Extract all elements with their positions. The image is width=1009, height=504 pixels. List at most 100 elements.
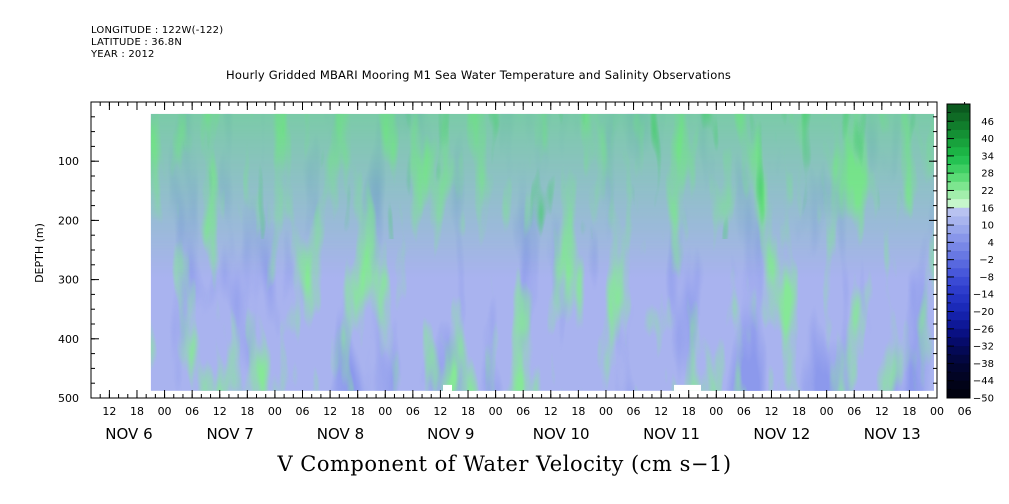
axes-layer: 12 18 00 06 12 18 00 06 12 18 00 06 12 18 00 06 12 18 00 06…	[33, 101, 972, 443]
y-tick-label: 400	[58, 333, 79, 346]
x-day-label: NOV 8	[317, 425, 364, 443]
x-tick-label: 06	[406, 405, 420, 418]
x-tick-label: 18	[902, 405, 916, 418]
x-tick-label: 12	[544, 405, 558, 418]
colorbar-label: −20	[973, 307, 994, 318]
colorbar-swatch	[947, 129, 970, 140]
colorbar-swatch	[947, 121, 970, 131]
x-day-label: NOV 7	[206, 425, 253, 443]
x-day-label: NOV 6	[105, 425, 152, 443]
colorbar-label: 34	[981, 151, 994, 162]
x-tick-label: 00	[378, 405, 392, 418]
colorbar-swatch	[947, 164, 970, 174]
x-tick-label: 00	[158, 405, 172, 418]
x-tick-label: 06	[958, 405, 972, 418]
x-tick-label: 18	[240, 405, 254, 418]
colorbar-swatch	[947, 199, 970, 209]
x-day-label: NOV 9	[427, 425, 474, 443]
x-tick-label: 12	[764, 405, 778, 418]
colorbar-swatch	[947, 155, 970, 166]
x-tick-label: 00	[709, 405, 723, 418]
colorbar-label: 28	[981, 169, 994, 180]
colorbar-label: 22	[981, 186, 994, 197]
x-tick-label: 18	[130, 405, 144, 418]
colorbar-swatch	[947, 104, 970, 114]
x-tick-label: 18	[792, 405, 806, 418]
colorbar-swatch	[947, 259, 970, 269]
x-tick-label: 06	[847, 405, 861, 418]
x-tick-label: 00	[930, 405, 944, 418]
colorbar-swatch	[947, 328, 970, 338]
colorbar-swatch	[947, 285, 970, 295]
colorbar: 46 40 34 28 22 16 10 4 −2 −8 −14 −20 −26 −32 −38 −44 −50	[946, 103, 994, 405]
colorbar-swatch	[947, 251, 970, 261]
colorbar-label: −2	[979, 255, 994, 266]
y-tick-label: 500	[58, 392, 79, 405]
colorbar-swatch	[947, 380, 970, 390]
longitude-label: LONGITUDE : 122W(-122)	[91, 25, 224, 36]
colorbar-swatch	[947, 207, 970, 217]
colorbar-swatch	[947, 233, 970, 243]
x-tick-label: 12	[433, 405, 447, 418]
colorbar-label: −50	[973, 394, 994, 405]
colorbar-swatch	[947, 147, 970, 157]
heatmap-layer	[150, 113, 935, 391]
colorbar-label: 46	[981, 117, 994, 128]
chart-title: Hourly Gridded MBARI Mooring M1 Sea Wate…	[226, 68, 732, 82]
colorbar-swatch	[947, 337, 970, 347]
x-tick-label: 06	[516, 405, 530, 418]
colorbar-swatch	[947, 138, 970, 148]
y-tick-label: 200	[58, 214, 79, 227]
latitude-label: LATITUDE : 36.8N	[91, 37, 183, 48]
colorbar-label: 10	[981, 221, 994, 232]
colorbar-swatch	[947, 190, 970, 200]
colorbar-swatch	[947, 216, 970, 226]
y-tick-label: 100	[58, 155, 79, 168]
x-day-label: NOV 12	[753, 425, 810, 443]
year-label: YEAR : 2012	[91, 49, 155, 60]
colorbar-swatch	[947, 181, 970, 191]
colorbar-swatch	[947, 311, 970, 321]
x-tick-label: 12	[213, 405, 227, 418]
x-tick-label: 00	[489, 405, 503, 418]
x-tick-label: 06	[627, 405, 641, 418]
missing-data-mark	[674, 384, 701, 391]
colorbar-swatch	[947, 294, 970, 304]
y-axis-label: DEPTH (m)	[33, 223, 46, 283]
missing-data-mark	[443, 384, 452, 391]
x-tick-label: 12	[654, 405, 668, 418]
chart-subtitle: V Component of Water Velocity (cm s−1)	[277, 452, 732, 476]
colorbar-label: 16	[981, 203, 994, 214]
colorbar-swatch	[947, 268, 970, 278]
colorbar-label: −26	[973, 324, 994, 335]
x-day-label: NOV 13	[864, 425, 921, 443]
colorbar-swatch	[947, 346, 970, 356]
y-tick-label: 300	[58, 274, 79, 287]
colorbar-swatch	[947, 372, 970, 382]
x-tick-label: 18	[682, 405, 696, 418]
x-tick-label: 06	[296, 405, 310, 418]
heatmap-field	[150, 113, 935, 391]
colorbar-label: 40	[981, 134, 994, 145]
colorbar-swatch	[947, 225, 970, 235]
colorbar-swatch	[947, 363, 970, 373]
x-tick-label: 12	[102, 405, 116, 418]
colorbar-swatch	[947, 389, 970, 399]
x-day-label: NOV 10	[533, 425, 590, 443]
colorbar-swatch	[947, 302, 970, 313]
colorbar-label: −14	[973, 290, 994, 301]
colorbar-label: −32	[973, 342, 994, 353]
colorbar-label: 4	[988, 238, 994, 249]
colorbar-label: −8	[979, 272, 994, 283]
colorbar-swatch	[947, 173, 970, 183]
x-tick-label: 18	[351, 405, 365, 418]
colorbar-label: −38	[973, 359, 994, 370]
colorbar-label: −44	[973, 376, 994, 387]
x-day-label: NOV 11	[643, 425, 700, 443]
colorbar-swatch	[947, 276, 970, 287]
x-tick-label: 00	[820, 405, 834, 418]
colorbar-swatch	[947, 242, 970, 252]
x-tick-label: 06	[185, 405, 199, 418]
x-tick-label: 18	[461, 405, 475, 418]
